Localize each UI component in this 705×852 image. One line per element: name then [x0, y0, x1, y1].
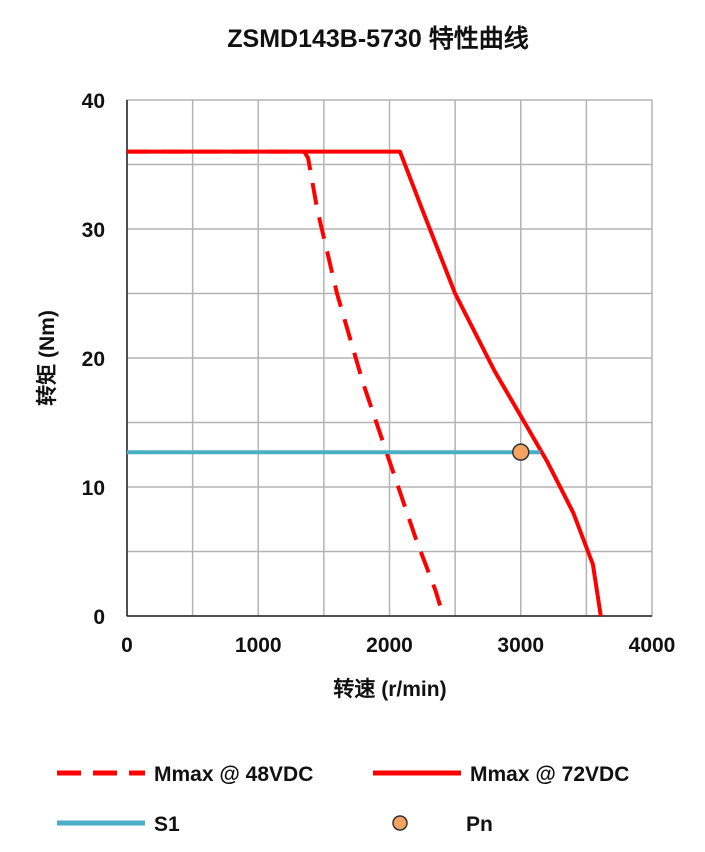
- x-tick-label: 2000: [366, 634, 413, 657]
- series-mmax-48vdc-line: [127, 149, 446, 617]
- tick-labels: 0 1000 2000 3000 4000 0 10 20 30 40: [82, 90, 676, 657]
- x-tick-label: 4000: [629, 634, 676, 657]
- x-tick-label: 1000: [235, 634, 282, 657]
- legend-mmax-48vdc-label: Mmax @ 48VDC: [154, 763, 313, 786]
- x-tick-label: 3000: [497, 634, 544, 657]
- grid: [127, 100, 652, 616]
- axes: [126, 99, 653, 617]
- chart-title: ZSMD143B-5730 特性曲线: [227, 24, 528, 53]
- series-pn-marker: [512, 443, 530, 461]
- legend-mmax-72vdc-label: Mmax @ 72VDC: [470, 763, 629, 786]
- y-axis-label: 转矩 (Nm): [35, 310, 59, 406]
- x-axis-label: 转速 (r/min): [333, 677, 446, 701]
- y-tick-label: 10: [82, 477, 105, 500]
- legend-pn-marker: [392, 815, 408, 831]
- y-tick-label: 20: [82, 348, 105, 371]
- y-tick-label: 40: [82, 90, 105, 113]
- legend-s1-label: S1: [154, 813, 180, 836]
- y-tick-label: 30: [82, 219, 105, 242]
- legend-pn-label: Pn: [466, 813, 493, 836]
- series-group: [127, 149, 603, 617]
- series-mmax-72vdc-line: [127, 149, 603, 617]
- y-tick-label: 0: [93, 606, 105, 629]
- legend: Mmax @ 48VDC Mmax @ 72VDC S1 Pn: [57, 763, 629, 836]
- x-tick-label: 0: [121, 634, 133, 657]
